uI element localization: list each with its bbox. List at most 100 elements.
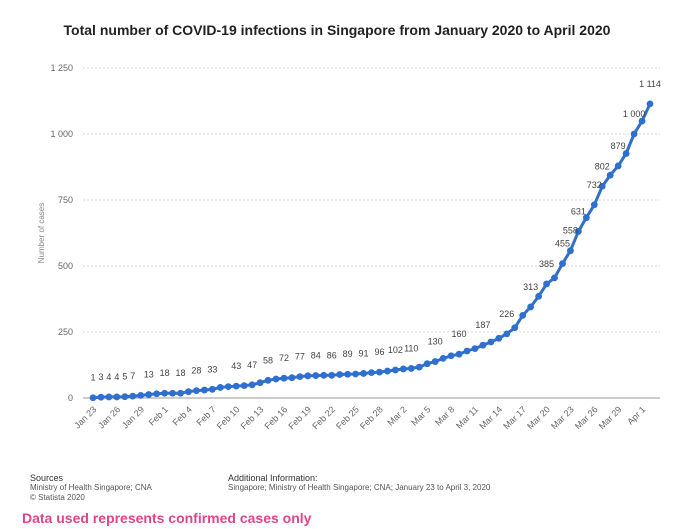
data-point [137, 391, 145, 399]
chart-title: Total number of COVID-19 infections in S… [63, 22, 611, 38]
data-point [630, 130, 638, 138]
data-label: 110 [404, 343, 418, 353]
data-label: 3 [98, 372, 103, 382]
data-label: 879 [611, 141, 626, 151]
y-axis-label: Number of cases [37, 203, 46, 263]
data-label: 7 [130, 371, 135, 381]
data-point [439, 355, 447, 362]
x-tick-label: Mar 14 [477, 404, 504, 431]
data-point [352, 370, 359, 378]
data-point [312, 372, 320, 379]
data-point [447, 352, 455, 360]
x-tick-label: Apr 1 [625, 404, 647, 426]
data-point [582, 214, 590, 222]
data-label: 89 [343, 349, 353, 359]
data-point [622, 150, 630, 157]
data-label: 4 [114, 372, 119, 382]
data-label: 86 [327, 350, 337, 360]
data-point [280, 374, 288, 382]
data-label: 226 [499, 309, 514, 319]
x-tick-label: Feb 25 [334, 404, 361, 431]
data-point [614, 162, 622, 170]
x-tick-label: Mar 17 [501, 404, 528, 431]
data-label: 96 [374, 347, 384, 357]
data-label: 1 000 [623, 109, 646, 119]
x-tick-label: Mar 11 [454, 404, 480, 430]
data-point [360, 370, 367, 377]
data-point [169, 389, 176, 397]
data-point [201, 386, 208, 394]
x-tick-label: Mar 29 [597, 404, 624, 431]
data-point [105, 393, 113, 401]
data-point [598, 182, 606, 190]
data-point [495, 334, 503, 342]
data-point [256, 379, 264, 387]
data-point [145, 391, 153, 398]
data-point [646, 100, 654, 108]
data-label: 91 [359, 348, 369, 358]
data-point [376, 368, 383, 376]
data-point [185, 388, 192, 396]
data-label: 558 [563, 226, 578, 236]
data-label: 84 [311, 351, 321, 361]
x-tick-label: Mar 8 [433, 404, 456, 427]
data-point [391, 366, 399, 374]
data-point [423, 360, 431, 368]
data-point [248, 381, 256, 389]
data-point [606, 171, 614, 179]
data-point [336, 371, 344, 378]
data-point [113, 393, 121, 401]
y-tick-label: 1 000 [50, 129, 73, 139]
data-label: 160 [452, 329, 467, 339]
data-label: 5 [122, 372, 127, 382]
data-point [177, 389, 184, 397]
y-tick-label: 0 [68, 393, 73, 403]
line-chart: 0 250 500 750 1 000 1 250 Number of cases Jan 2… [37, 63, 661, 431]
data-point [415, 363, 423, 371]
data-label: 4 [106, 372, 111, 382]
data-label: 732 [587, 180, 602, 190]
y-tick-label: 1 250 [50, 63, 73, 73]
x-tick-label: Feb 19 [286, 404, 313, 431]
confirmed-cases-note: Data used represents confirmed cases onl… [22, 510, 312, 526]
additional-info-title: Additional Information: [228, 473, 318, 483]
y-tick-label: 250 [58, 327, 73, 337]
x-tick-label: Feb 28 [358, 404, 385, 431]
data-label: 1 114 [639, 79, 661, 89]
data-label: 77 [295, 352, 305, 362]
sources-line: Ministry of Health Singapore; CNA [30, 483, 152, 492]
data-point [296, 373, 304, 381]
data-point [272, 375, 280, 383]
sources-title: Sources [30, 473, 64, 483]
data-point [384, 367, 391, 375]
data-label: 631 [571, 206, 586, 216]
data-point [232, 382, 240, 390]
data-label: 130 [428, 337, 443, 347]
data-point [431, 358, 439, 365]
data-point [320, 371, 328, 379]
x-tick-label: Jan 26 [96, 404, 122, 430]
data-point [399, 365, 407, 373]
x-tick-label: Feb 10 [215, 404, 242, 431]
data-point [567, 247, 574, 255]
x-tick-label: Feb 13 [239, 404, 266, 431]
data-label: 18 [176, 368, 186, 378]
data-point [304, 372, 312, 380]
data-label: 28 [191, 366, 201, 376]
x-tick-label: Feb 16 [262, 404, 289, 431]
data-label: 455 [555, 239, 570, 249]
data-point [193, 387, 200, 395]
additional-info-text: Singapore; Ministry of Health Singapore;… [228, 483, 491, 492]
data-point [208, 385, 216, 393]
data-point [590, 201, 598, 209]
data-label: 1 [90, 373, 95, 383]
data-label: 802 [595, 161, 610, 171]
data-point [368, 369, 375, 377]
data-point [121, 393, 129, 401]
data-point [97, 393, 105, 401]
data-point [479, 341, 487, 349]
data-point [240, 382, 248, 389]
data-point [511, 324, 519, 332]
data-point [487, 338, 495, 346]
x-tick-label: Feb 1 [147, 404, 170, 427]
